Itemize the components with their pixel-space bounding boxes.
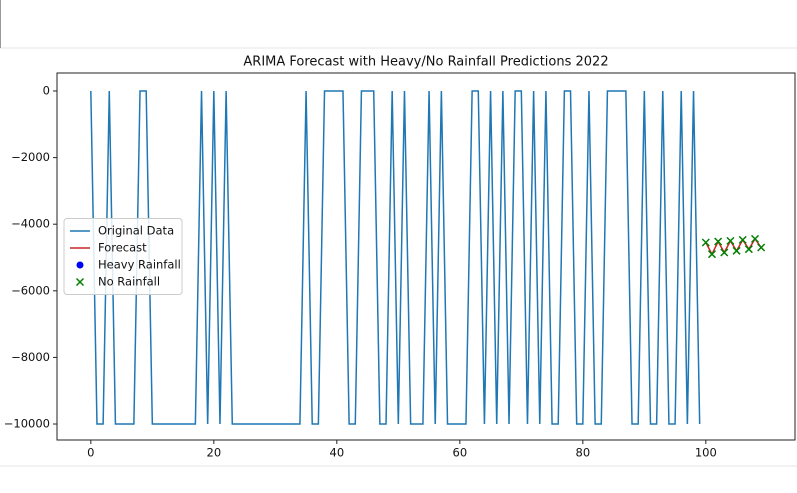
y-tick-label: −2000 [11, 150, 50, 164]
legend-label: Heavy Rainfall [98, 258, 181, 272]
line [90, 90, 701, 425]
line [705, 237, 762, 256]
legend-swatch [75, 277, 85, 287]
legend: Original Data Forecast Heavy Rainfall No Ra… [63, 218, 183, 295]
legend-label: No Rainfall [98, 275, 160, 289]
marker [757, 243, 766, 252]
marker [701, 238, 710, 247]
y-tick-label: −4000 [11, 217, 50, 231]
marker [750, 234, 760, 243]
marker [726, 236, 735, 245]
legend-label: Original Data [98, 224, 174, 238]
y-tick-label: −6000 [11, 283, 50, 297]
x-tick-label: 0 [87, 446, 94, 460]
y-tick-label: −10000 [4, 417, 50, 431]
x-tick-label: 40 [330, 446, 345, 460]
marker [738, 235, 747, 244]
plot-area [56, 72, 796, 441]
x-tick-label: 60 [453, 446, 468, 460]
x-tick-label: 80 [576, 446, 591, 460]
marker [720, 248, 729, 257]
marker [744, 245, 753, 254]
legend-label: Forecast [98, 241, 147, 255]
x-tick-label: 20 [207, 446, 222, 460]
marker [714, 237, 723, 246]
marker [732, 246, 741, 255]
x-tick-label: 100 [695, 446, 717, 460]
marker [707, 250, 717, 259]
chart-title: ARIMA Forecast with Heavy/No Rainfall Pr… [243, 55, 608, 70]
legend-swatch [76, 261, 84, 269]
y-tick-label: 0 [43, 83, 50, 97]
y-tick-label: −8000 [11, 350, 50, 364]
legend-box [63, 218, 183, 295]
